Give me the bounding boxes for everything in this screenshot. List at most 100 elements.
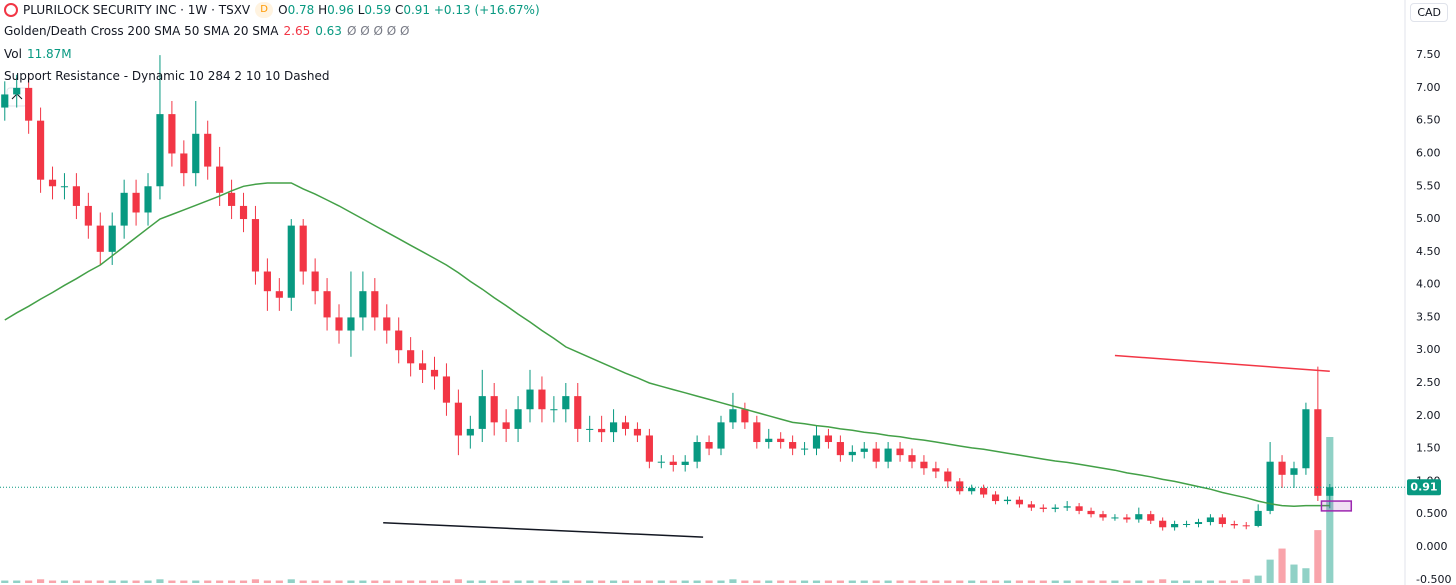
- volume-bar: [633, 580, 642, 583]
- ohlc: O0.78 H0.96 L0.59 C0.91 +0.13 (+16.67%): [278, 3, 540, 17]
- volume-bar: [562, 580, 570, 583]
- candle-body: [347, 317, 355, 331]
- volume-bar: [1099, 580, 1107, 583]
- volume-bar: [1135, 580, 1143, 583]
- volume-bar: [526, 580, 534, 583]
- candle-body: [836, 442, 844, 456]
- volume-bar: [323, 580, 331, 583]
- volume-bar: [872, 580, 880, 583]
- y-tick-label: 4.50: [1416, 245, 1441, 258]
- volume-bar: [1266, 559, 1274, 583]
- y-tick-label: 2.00: [1416, 409, 1441, 422]
- volume-bar: [717, 580, 725, 583]
- candle-body: [1326, 487, 1334, 496]
- candle-body: [359, 291, 367, 318]
- volume-bar: [681, 580, 689, 583]
- candle-body: [1254, 510, 1262, 526]
- volume-bar: [263, 580, 271, 583]
- candle-body: [1278, 461, 1286, 475]
- volume-bar: [1, 580, 9, 583]
- candle-body: [908, 455, 916, 462]
- volume-bar: [144, 580, 152, 583]
- candle-body: [37, 120, 45, 180]
- currency-button[interactable]: CAD: [1410, 3, 1448, 22]
- candle-body: [1218, 517, 1226, 525]
- candle-body: [1039, 507, 1047, 509]
- volume-bar: [1087, 580, 1095, 583]
- zone-box: [1320, 500, 1353, 512]
- volume-bar: [944, 580, 952, 583]
- candle-body: [1159, 520, 1167, 528]
- volume-bar: [1302, 568, 1310, 583]
- volume-bar: [729, 579, 737, 583]
- candle-body: [478, 396, 486, 429]
- volume-bar: [407, 580, 415, 583]
- volume-bar: [586, 580, 594, 583]
- volume-bar: [789, 580, 797, 583]
- candle-body: [657, 461, 665, 463]
- volume-bar: [1182, 580, 1191, 583]
- c-value: 0.91: [403, 3, 431, 17]
- candle-body: [681, 461, 689, 465]
- o-value: 0.78: [287, 3, 315, 17]
- candle-body: [1003, 499, 1012, 502]
- volume-bar: [84, 580, 92, 583]
- volume-bar: [1218, 580, 1226, 583]
- candle-body: [717, 422, 725, 449]
- volume-bar: [574, 580, 582, 583]
- volume-bar: [335, 580, 343, 583]
- candle-body: [120, 192, 128, 226]
- candle-body: [1087, 510, 1095, 515]
- candle-body: [407, 350, 415, 364]
- candle-body: [1099, 514, 1107, 518]
- volume-bar: [454, 579, 462, 583]
- candle-body: [705, 442, 713, 449]
- volume-bar: [180, 580, 188, 583]
- candle-body: [108, 225, 116, 252]
- candle-body: [335, 317, 343, 331]
- volume-bar: [1147, 580, 1155, 583]
- candle-body: [586, 428, 594, 430]
- volume-bar: [1254, 575, 1262, 583]
- y-tick-label: 3.50: [1416, 310, 1441, 323]
- l-value: 0.59: [364, 3, 392, 17]
- candle-body: [550, 409, 558, 411]
- volume-bar: [287, 579, 295, 583]
- y-tick-label: 1.50: [1416, 442, 1441, 455]
- volume-bar: [609, 580, 618, 583]
- candle-body: [13, 87, 21, 95]
- volume-bar: [1194, 580, 1203, 583]
- volume-bar: [1159, 579, 1167, 583]
- candle-body: [466, 428, 474, 436]
- volume-bar: [108, 580, 116, 583]
- volume-bar: [1206, 580, 1215, 583]
- y-tick-label: 4.00: [1416, 278, 1441, 291]
- volume-bar: [227, 580, 236, 583]
- candle-body: [251, 219, 260, 272]
- candle-body: [490, 396, 498, 423]
- h-letter: H: [318, 3, 328, 17]
- volume-bar: [48, 580, 57, 583]
- candle-body: [168, 114, 176, 154]
- volume-bar: [991, 580, 1000, 583]
- volume-bar: [1039, 580, 1047, 583]
- candle-body: [1242, 525, 1250, 527]
- change: +0.13 (+16.67%): [433, 3, 540, 17]
- volume-bar: [693, 580, 701, 583]
- volume-bar: [621, 580, 630, 583]
- candle-body: [72, 186, 80, 206]
- candle-body: [1051, 507, 1059, 509]
- y-tick-label: 0.500: [1416, 507, 1448, 520]
- candle-body: [84, 205, 92, 226]
- volume-bar: [156, 579, 164, 583]
- volume-bar: [1027, 580, 1035, 583]
- volume-bar: [216, 580, 224, 583]
- indicator-name: Vol: [4, 47, 22, 61]
- volume-bar: [705, 580, 713, 583]
- y-tick-label: 7.50: [1416, 48, 1441, 61]
- volume-bar: [1075, 580, 1083, 583]
- volume-bar: [1290, 564, 1298, 583]
- symbol-icon: [4, 3, 18, 17]
- candle-body: [239, 205, 248, 220]
- candle-body: [609, 422, 618, 433]
